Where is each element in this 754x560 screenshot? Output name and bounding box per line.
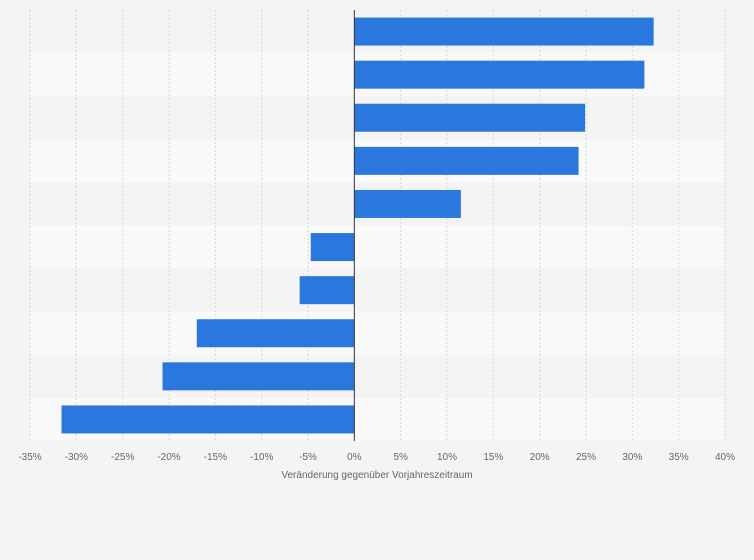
bar	[61, 405, 355, 434]
bar	[354, 17, 654, 46]
row-band	[30, 354, 725, 398]
row-band	[30, 268, 725, 312]
x-tick-label: -20%	[157, 452, 180, 463]
x-tick-label: 0%	[347, 452, 362, 463]
x-tick-label: 25%	[576, 452, 596, 463]
x-tick-label: -10%	[250, 452, 273, 463]
x-tick-label: 5%	[393, 452, 408, 463]
bar	[354, 189, 461, 218]
x-tick-label: -5%	[299, 452, 317, 463]
x-axis-title: Veränderung gegenüber Vorjahreszeitraum	[281, 470, 472, 481]
bars	[61, 17, 654, 434]
bar	[354, 146, 579, 175]
x-tick-label: 35%	[669, 452, 689, 463]
x-tick-label: 15%	[483, 452, 503, 463]
x-tick-label: -15%	[204, 452, 227, 463]
row-band	[30, 311, 725, 355]
x-tick-label: 20%	[530, 452, 550, 463]
bar	[162, 362, 355, 391]
x-tick-label: -30%	[65, 452, 88, 463]
bar	[196, 319, 355, 348]
x-tick-label: 10%	[437, 452, 457, 463]
bar	[310, 233, 355, 262]
row-band	[30, 225, 725, 269]
x-tick-label: -25%	[111, 452, 134, 463]
x-tick-label: 40%	[715, 452, 735, 463]
bar	[354, 103, 586, 132]
x-tick-label: 30%	[622, 452, 642, 463]
bar	[354, 60, 645, 89]
x-tick-labels: -35% -30% -25% -20% -15% -10% -5% 0% 5% 10% 15% 20%…	[18, 452, 735, 463]
x-tick-label: -35%	[18, 452, 41, 463]
bar	[299, 276, 355, 305]
